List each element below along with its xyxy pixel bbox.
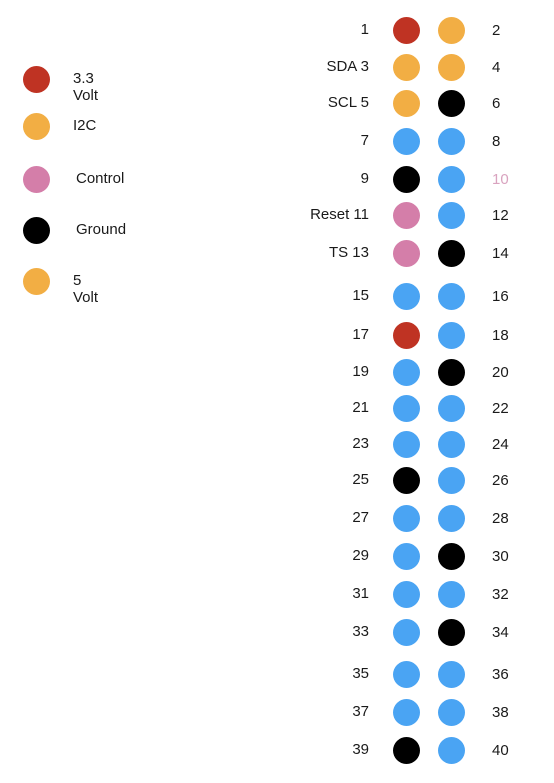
pin-label-right: 26 (492, 472, 509, 489)
pin-dot-v33 (393, 322, 420, 349)
pin-label-right: 40 (492, 742, 509, 759)
pin-dot-gpio (438, 467, 465, 494)
pin-dot-gpio (438, 395, 465, 422)
pin-label-right: 6 (492, 95, 500, 112)
pin-label-right: 28 (492, 510, 509, 527)
pin-dot-gpio (393, 128, 420, 155)
pin-label-left: TS 13 (249, 244, 369, 261)
pin-label-right: 36 (492, 666, 509, 683)
pin-dot-gpio (438, 166, 465, 193)
pin-label-right: 20 (492, 364, 509, 381)
pin-dot-ground (393, 737, 420, 764)
pin-label-right: 34 (492, 624, 509, 641)
pin-label-left: 25 (249, 471, 369, 488)
pin-label-right: 4 (492, 59, 500, 76)
pin-dot-gpio (393, 543, 420, 570)
pin-label-left: 27 (249, 509, 369, 526)
pin-dot-ground (438, 90, 465, 117)
pin-label-right: 2 (492, 22, 500, 39)
pin-dot-control (393, 240, 420, 267)
pin-label-left: 1 (249, 21, 369, 38)
pin-dot-i2c (393, 54, 420, 81)
pin-label-right: 22 (492, 400, 509, 417)
pin-dot-gpio (393, 699, 420, 726)
pin-dot-v5 (438, 17, 465, 44)
pin-dot-gpio (438, 283, 465, 310)
pin-label-left: 37 (249, 703, 369, 720)
pin-dot-i2c (393, 90, 420, 117)
pin-dot-ground (393, 467, 420, 494)
pin-label-left: SCL 5 (249, 94, 369, 111)
pin-dot-gpio (393, 619, 420, 646)
pin-dot-gpio (438, 505, 465, 532)
pin-label-left: 21 (249, 399, 369, 416)
legend-swatch-v5 (23, 268, 50, 295)
pin-dot-control (393, 202, 420, 229)
pin-dot-gpio (393, 505, 420, 532)
pin-label-left: 31 (249, 585, 369, 602)
pin-dot-gpio (438, 202, 465, 229)
pin-dot-v33 (393, 17, 420, 44)
pin-label-right: 12 (492, 207, 509, 224)
pin-label-right: 32 (492, 586, 509, 603)
pin-label-left: 35 (249, 665, 369, 682)
legend-swatch-i2c (23, 113, 50, 140)
legend-swatch-v33 (23, 66, 50, 93)
pin-dot-ground (438, 240, 465, 267)
pin-dot-gpio (393, 661, 420, 688)
pin-dot-gpio (438, 431, 465, 458)
legend-swatch-control (23, 166, 50, 193)
legend-label-control: Control (76, 170, 124, 187)
pin-label-left: 39 (249, 741, 369, 758)
pin-dot-gpio (393, 395, 420, 422)
pin-label-right: 10 (492, 171, 509, 188)
legend-label-ground: Ground (76, 221, 126, 238)
pin-label-right: 14 (492, 245, 509, 262)
legend-label-v5: 5 Volt (73, 272, 98, 306)
pin-dot-v5 (438, 54, 465, 81)
pin-label-right: 38 (492, 704, 509, 721)
pin-dot-gpio (438, 699, 465, 726)
pin-label-left: 23 (249, 435, 369, 452)
pin-dot-ground (438, 543, 465, 570)
pin-dot-gpio (438, 581, 465, 608)
pin-dot-gpio (393, 359, 420, 386)
pin-label-right: 16 (492, 288, 509, 305)
legend-swatch-ground (23, 217, 50, 244)
legend-label-v33: 3.3 Volt (73, 70, 98, 104)
pin-dot-gpio (393, 581, 420, 608)
pin-label-left: SDA 3 (249, 58, 369, 75)
pin-label-left: 15 (249, 287, 369, 304)
pin-dot-gpio (438, 737, 465, 764)
pin-dot-ground (438, 359, 465, 386)
pin-label-left: Reset 11 (249, 206, 369, 223)
pin-label-right: 30 (492, 548, 509, 565)
pin-label-right: 18 (492, 327, 509, 344)
pin-label-right: 24 (492, 436, 509, 453)
pin-label-right: 8 (492, 133, 500, 150)
pin-dot-gpio (438, 128, 465, 155)
pin-dot-gpio (438, 661, 465, 688)
pin-label-left: 7 (249, 132, 369, 149)
pin-dot-gpio (393, 431, 420, 458)
pin-dot-ground (393, 166, 420, 193)
pin-label-left: 19 (249, 363, 369, 380)
pin-label-left: 17 (249, 326, 369, 343)
pin-dot-gpio (438, 322, 465, 349)
pin-label-left: 29 (249, 547, 369, 564)
pin-dot-gpio (393, 283, 420, 310)
legend-label-i2c: I2C (73, 117, 96, 134)
pin-dot-ground (438, 619, 465, 646)
pin-label-left: 9 (249, 170, 369, 187)
pin-label-left: 33 (249, 623, 369, 640)
